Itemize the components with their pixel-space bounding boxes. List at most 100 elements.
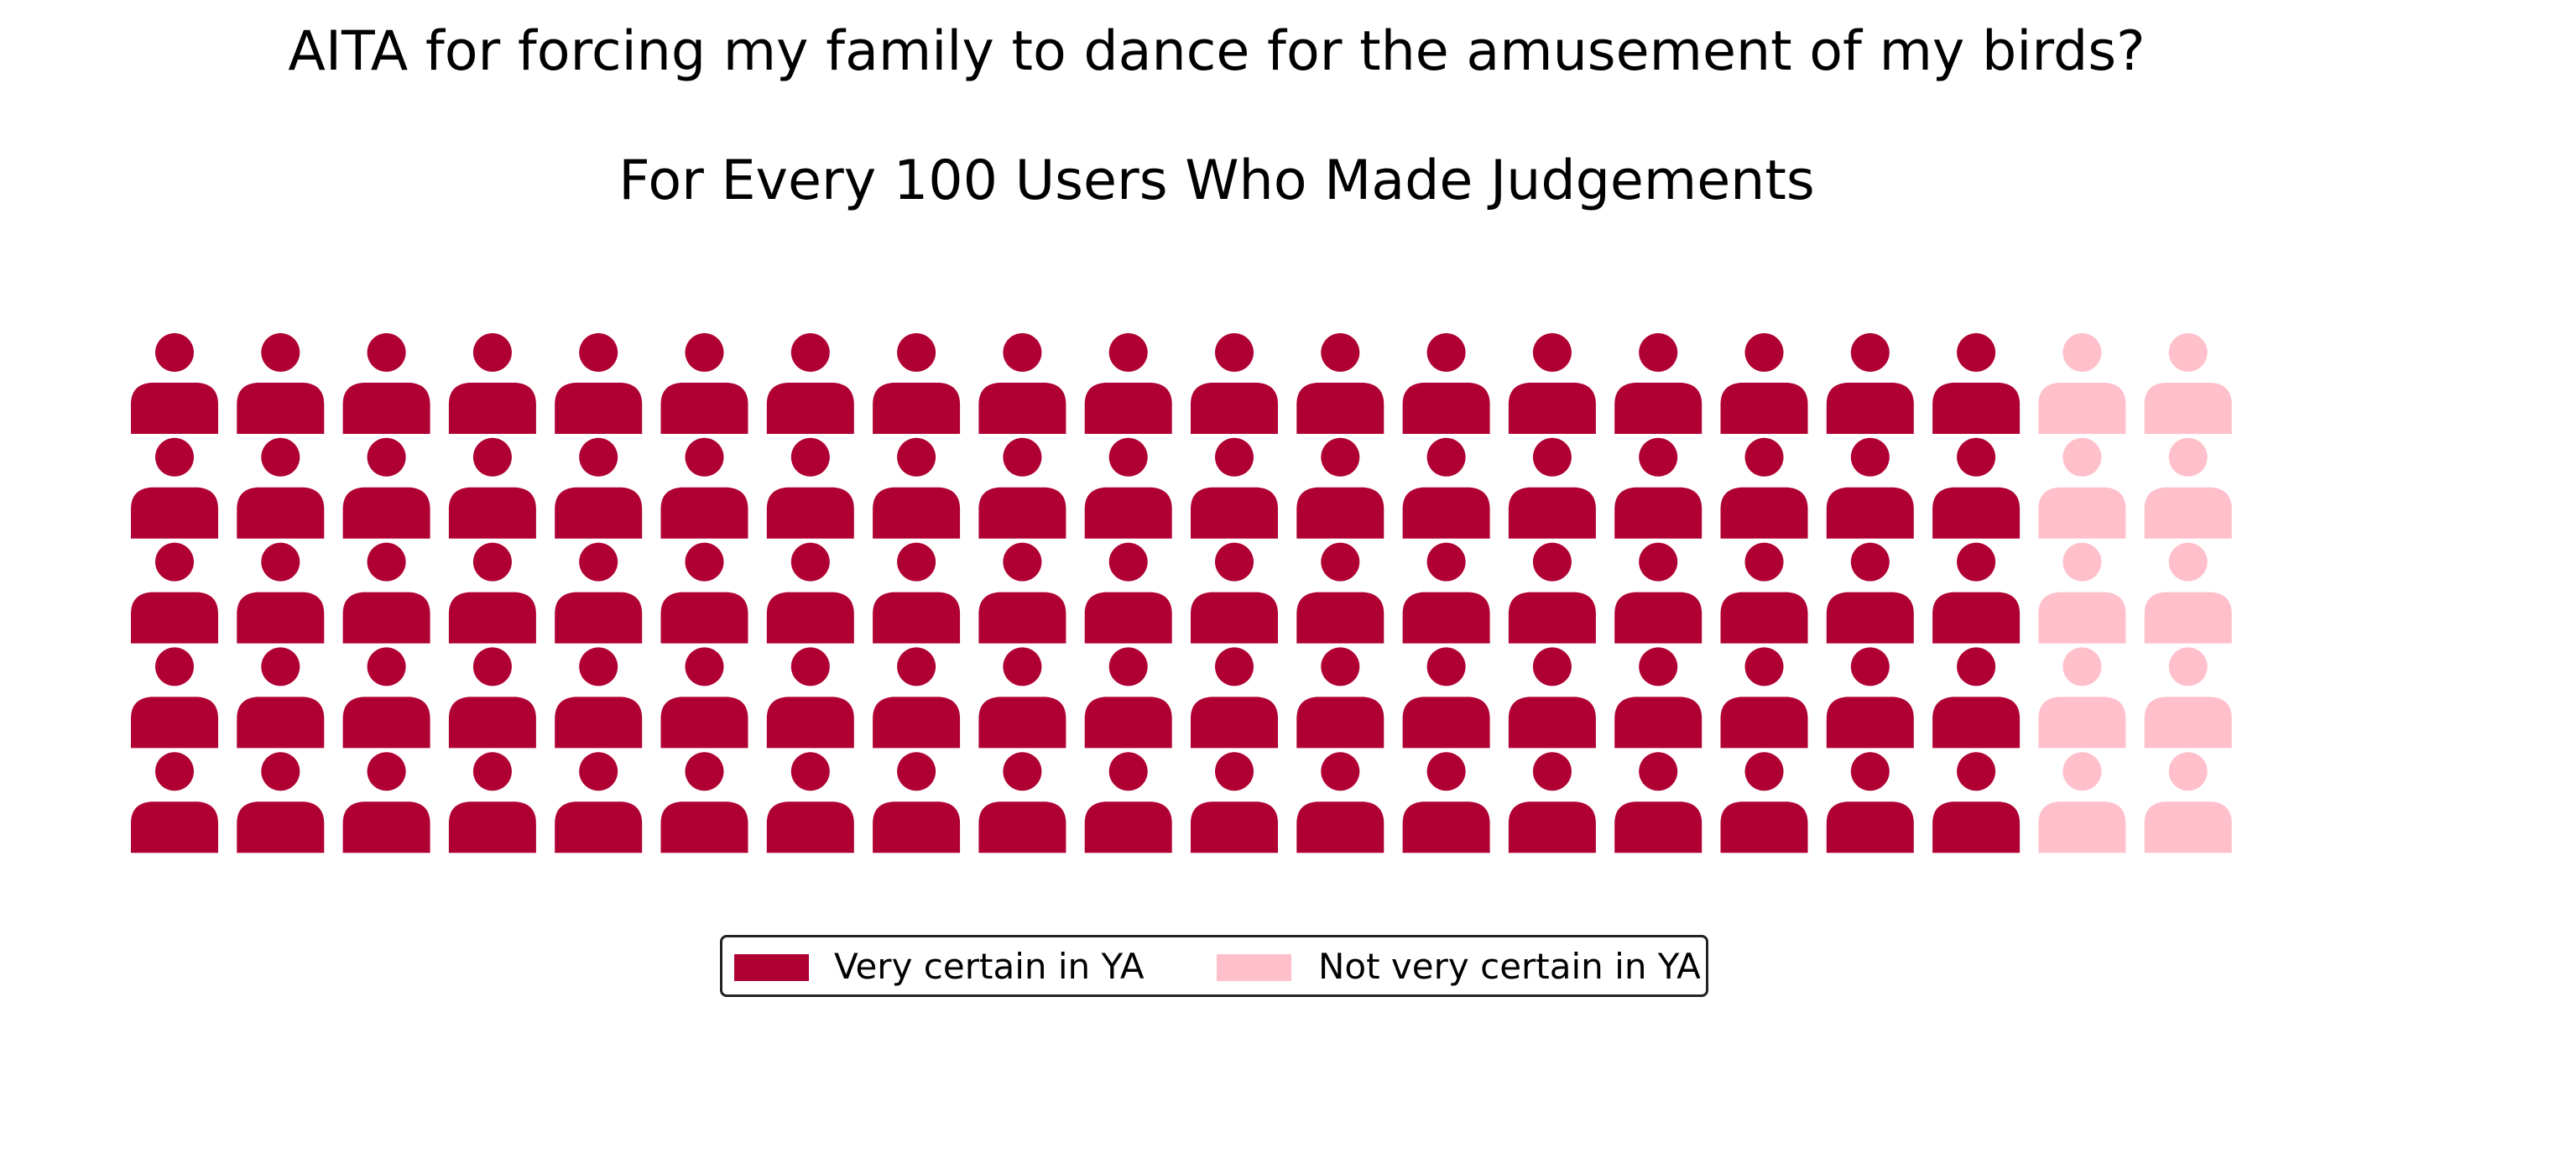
person-icon-very-certain — [555, 647, 643, 749]
person-icon-not-very-certain — [2038, 333, 2126, 434]
person-icon-very-certain — [1508, 542, 1596, 644]
person-icon-very-certain — [1084, 752, 1172, 853]
person-icon-not-very-certain — [2144, 542, 2232, 644]
person-icon-very-certain — [1614, 333, 1703, 434]
person-icon-very-certain — [766, 542, 854, 644]
person-icon-very-certain — [978, 437, 1066, 539]
person-icon-very-certain — [1720, 437, 1808, 539]
person-icon-very-certain — [660, 437, 748, 539]
person-icon-very-certain — [1296, 542, 1384, 644]
person-icon-very-certain — [1826, 437, 1914, 539]
person-icon-very-certain — [448, 333, 536, 434]
person-icon-very-certain — [660, 647, 748, 749]
person-icon-very-certain — [1084, 437, 1172, 539]
person-icon-not-very-certain — [2038, 542, 2126, 644]
legend-swatch-very-certain — [734, 954, 809, 981]
person-icon-not-very-certain — [2144, 647, 2232, 749]
person-icon-not-very-certain — [2144, 437, 2232, 539]
person-icon-not-very-certain — [2144, 333, 2232, 434]
person-icon-very-certain — [555, 752, 643, 853]
person-icon-very-certain — [1614, 542, 1703, 644]
person-icon-very-certain — [131, 752, 218, 853]
person-icon-very-certain — [1402, 647, 1490, 749]
person-icon-not-very-certain — [2038, 752, 2126, 853]
person-icon-very-certain — [342, 437, 430, 539]
person-icon-very-certain — [1614, 647, 1703, 749]
person-icon-very-certain — [660, 542, 748, 644]
person-icon-very-certain — [1508, 333, 1596, 434]
person-icon-very-certain — [1932, 647, 2021, 749]
person-icon-very-certain — [1720, 333, 1808, 434]
person-icon-very-certain — [237, 752, 325, 853]
person-icon-very-certain — [555, 542, 643, 644]
chart-title: AITA for forcing my family to dance for … — [288, 20, 2146, 83]
person-icon-very-certain — [660, 752, 748, 853]
person-icon-very-certain — [1402, 437, 1490, 539]
person-icon-very-certain — [978, 333, 1066, 434]
person-icon-not-very-certain — [2038, 437, 2126, 539]
person-icon-very-certain — [1296, 333, 1384, 434]
person-icon-very-certain — [342, 647, 430, 749]
person-icon-very-certain — [1508, 437, 1596, 539]
person-icon-very-certain — [1508, 647, 1596, 749]
person-icon-very-certain — [131, 333, 218, 434]
person-icon-very-certain — [873, 542, 961, 644]
person-icon-very-certain — [766, 333, 854, 434]
person-icon-very-certain — [1932, 542, 2021, 644]
person-icon-very-certain — [1826, 333, 1914, 434]
person-icon-very-certain — [1932, 437, 2021, 539]
person-icon-very-certain — [1402, 542, 1490, 644]
person-icon-very-certain — [342, 752, 430, 853]
person-icon-very-certain — [978, 542, 1066, 644]
person-icon-very-certain — [1402, 333, 1490, 434]
person-icon-very-certain — [1508, 752, 1596, 853]
person-icon-very-certain — [237, 647, 325, 749]
legend-swatch-not-very-certain — [1217, 954, 1291, 981]
person-icon-very-certain — [1720, 542, 1808, 644]
person-icon-very-certain — [1191, 437, 1278, 539]
person-icon-very-certain — [1296, 647, 1384, 749]
person-icon-very-certain — [873, 437, 961, 539]
person-icon-very-certain — [766, 647, 854, 749]
legend-label-not-very-certain: Not very certain in YA — [1318, 946, 1701, 987]
person-icon-very-certain — [237, 437, 325, 539]
person-icon-very-certain — [131, 647, 218, 749]
person-icon-very-certain — [1826, 647, 1914, 749]
person-icon-very-certain — [237, 333, 325, 434]
person-icon-very-certain — [1191, 333, 1278, 434]
person-icon-very-certain — [1720, 752, 1808, 853]
person-icon-very-certain — [1191, 752, 1278, 853]
person-icon-very-certain — [131, 542, 218, 644]
chart-subtitle: For Every 100 Users Who Made Judgements — [618, 149, 1815, 212]
person-icon-very-certain — [1932, 333, 2021, 434]
person-icon-very-certain — [766, 752, 854, 853]
person-icon-very-certain — [448, 542, 536, 644]
person-icon-not-very-certain — [2144, 752, 2232, 853]
person-icon-not-very-certain — [2038, 647, 2126, 749]
person-icon-very-certain — [660, 333, 748, 434]
person-icon-very-certain — [1084, 542, 1172, 644]
person-icon-very-certain — [1084, 333, 1172, 434]
person-icon-very-certain — [448, 437, 536, 539]
person-icon-very-certain — [1191, 542, 1278, 644]
person-icon-very-certain — [1296, 752, 1384, 853]
person-icon-very-certain — [342, 542, 430, 644]
legend-label-very-certain: Very certain in YA — [834, 946, 1145, 987]
person-icon-very-certain — [1720, 647, 1808, 749]
person-icon-very-certain — [448, 752, 536, 853]
person-icon-very-certain — [448, 647, 536, 749]
person-icon-very-certain — [978, 647, 1066, 749]
person-icon-very-certain — [978, 752, 1066, 853]
person-icon-very-certain — [1296, 437, 1384, 539]
person-icon-very-certain — [555, 333, 643, 434]
person-icon-very-certain — [1614, 437, 1703, 539]
person-icon-very-certain — [873, 752, 961, 853]
person-icon-very-certain — [131, 437, 218, 539]
legend: Very certain in YA Not very certain in Y… — [720, 935, 1708, 997]
person-icon-very-certain — [237, 542, 325, 644]
person-icon-very-certain — [342, 333, 430, 434]
person-icon-very-certain — [1191, 647, 1278, 749]
person-icon-very-certain — [1932, 752, 2021, 853]
person-icon-very-certain — [873, 647, 961, 749]
